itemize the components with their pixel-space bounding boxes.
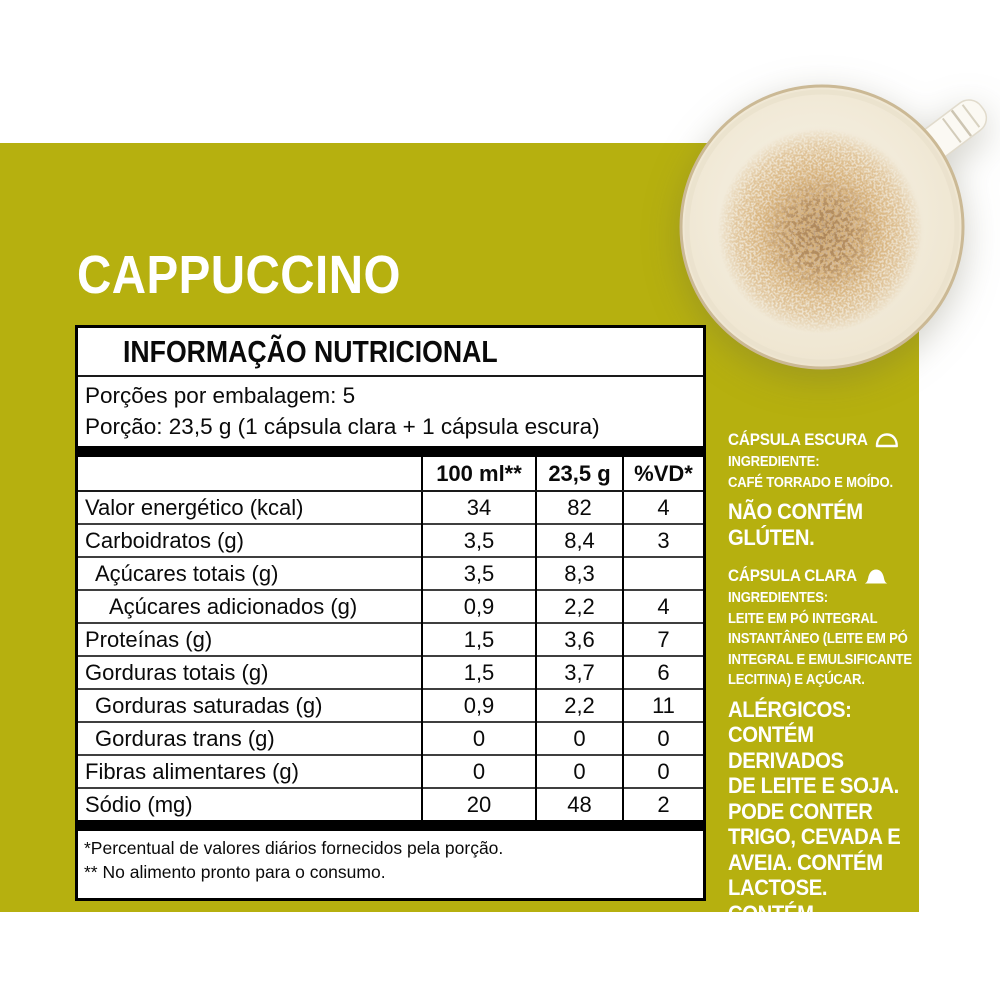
row-value-vd: 0 <box>622 754 703 788</box>
light-capsule-ingredients: INGREDIENTES: LEITE EM PÓ INTEGRAL INSTA… <box>728 590 912 688</box>
table-row: Carboidratos (g) 3,5 8,4 3 <box>78 523 703 557</box>
cappuccino-photo <box>672 77 988 387</box>
dark-capsule-ingredients: INGREDIENTE: CAFÉ TORRADO E MOÍDO. <box>728 454 893 491</box>
col-header-vd: %VD* <box>622 457 703 492</box>
col-header-portion: 23,5 g <box>535 457 623 492</box>
cinnamon-speckles-dark-center <box>752 167 892 307</box>
row-value-100ml: 3,5 <box>421 556 536 590</box>
row-value-vd: 0 <box>622 721 703 755</box>
row-value-100ml: 20 <box>421 787 536 820</box>
allergen-warning: ALÉRGICOS: CONTÉM DERIVADOS DE LEITE E S… <box>728 696 901 952</box>
row-value-portion: 8,3 <box>535 556 623 590</box>
row-value-portion: 2,2 <box>535 589 623 623</box>
light-capsule-heading: CÁPSULA CLARA <box>728 566 914 586</box>
table-row: Fibras alimentares (g) 0 0 0 <box>78 754 703 788</box>
dark-capsule-heading: CÁPSULA ESCURA <box>728 430 914 450</box>
row-value-portion: 48 <box>535 787 623 820</box>
row-value-100ml: 0,9 <box>421 688 536 722</box>
row-value-100ml: 34 <box>421 491 536 524</box>
row-label: Fibras alimentares (g) <box>78 754 422 788</box>
row-label: Carboidratos (g) <box>78 523 422 557</box>
table-row: Açúcares adicionados (g) 0,9 2,2 4 <box>78 589 703 623</box>
col-header-nutrient <box>78 457 422 492</box>
cappuccino-cup-image <box>679 84 988 370</box>
capsule-dome-filled-icon <box>864 569 888 583</box>
row-value-100ml: 0 <box>421 721 536 755</box>
row-label: Açúcares adicionados (g) <box>78 589 422 623</box>
row-value-portion: 0 <box>535 754 623 788</box>
row-value-100ml: 0 <box>421 754 536 788</box>
table-row: Açúcares totais (g) 3,5 8,3 <box>78 556 703 590</box>
row-value-100ml: 3,5 <box>421 523 536 557</box>
table-row: Valor energético (kcal) 34 82 4 <box>78 491 703 524</box>
footnote-daily-values: *Percentual de valores diários fornecido… <box>84 838 504 858</box>
product-title-text: CAPPUCCINO <box>77 245 401 305</box>
row-value-vd: 2 <box>622 787 703 820</box>
row-value-vd <box>622 556 703 590</box>
footnote-prepared: ** No alimento pronto para o consumo. <box>84 862 386 882</box>
cup-inner-rim <box>684 89 960 365</box>
nutrient-values-table: 100 ml** 23,5 g %VD* Valor energético (k… <box>78 457 703 820</box>
gluten-free-claim: NÃO CONTÉM GLÚTEN. <box>728 499 863 550</box>
col-header-100ml: 100 ml** <box>421 457 536 492</box>
row-value-portion: 8,4 <box>535 523 623 557</box>
dark-capsule-title: CÁPSULA ESCURA <box>728 430 868 449</box>
row-value-vd: 6 <box>622 655 703 689</box>
capsule-dome-outline-icon <box>876 433 899 448</box>
table-row: Sódio (mg) 20 48 2 <box>78 787 703 820</box>
row-value-100ml: 1,5 <box>421 655 536 689</box>
row-value-portion: 3,7 <box>535 655 623 689</box>
row-label: Gorduras trans (g) <box>78 721 422 755</box>
ingredients-sidebar: CÁPSULA ESCURA INGREDIENTE: CAFÉ TORRADO… <box>728 430 914 968</box>
table-header-row: 100 ml** 23,5 g %VD* <box>78 457 703 492</box>
table-row: Proteínas (g) 1,5 3,6 7 <box>78 622 703 656</box>
row-label: Valor energético (kcal) <box>85 494 304 520</box>
row-value-vd: 11 <box>622 688 703 722</box>
row-value-vd: 4 <box>622 491 703 524</box>
nutrition-table-heading: INFORMAÇÃO NUTRICIONAL <box>78 328 703 377</box>
row-label: Proteínas (g) <box>78 622 422 656</box>
portion-size: Porção: 23,5 g (1 cápsula clara + 1 cáps… <box>85 414 600 439</box>
row-label: Gorduras saturadas (g) <box>78 688 422 722</box>
row-value-vd: 7 <box>622 622 703 656</box>
table-footnotes: *Percentual de valores diários fornecido… <box>78 831 703 884</box>
serving-info: Porções por embalagem: 5 Porção: 23,5 g … <box>78 377 703 446</box>
row-value-portion: 82 <box>535 491 623 524</box>
divider-bar <box>78 820 703 831</box>
row-value-100ml: 1,5 <box>421 622 536 656</box>
row-value-100ml: 0,9 <box>421 589 536 623</box>
table-row: Gorduras totais (g) 1,5 3,7 6 <box>78 655 703 689</box>
row-value-portion: 0 <box>535 721 623 755</box>
divider-bar <box>78 446 703 457</box>
light-capsule-title: CÁPSULA CLARA <box>728 566 857 585</box>
servings-per-package: Porções por embalagem: 5 <box>85 383 356 408</box>
row-value-portion: 2,2 <box>535 688 623 722</box>
row-label: Gorduras totais (g) <box>78 655 422 689</box>
page-title: CAPPUCCINO <box>77 244 445 306</box>
row-value-vd: 4 <box>622 589 703 623</box>
row-label: Açúcares totais (g) <box>78 556 422 590</box>
row-label: Sódio (mg) <box>78 787 422 820</box>
nutrition-table: INFORMAÇÃO NUTRICIONAL Porções por embal… <box>75 325 706 901</box>
table-row: Gorduras trans (g) 0 0 0 <box>78 721 703 755</box>
row-value-vd: 3 <box>622 523 703 557</box>
table-row: Gorduras saturadas (g) 0,9 2,2 11 <box>78 688 703 722</box>
row-value-portion: 3,6 <box>535 622 623 656</box>
